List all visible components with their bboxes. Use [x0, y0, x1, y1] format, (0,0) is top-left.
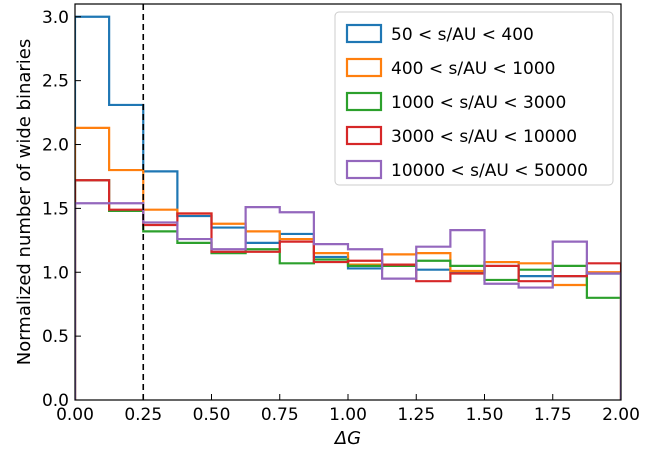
- legend-label: 10000 < s/AU < 50000: [391, 161, 588, 181]
- legend-label: 400 < s/AU < 1000: [391, 59, 555, 79]
- series-step-3: [75, 179, 621, 400]
- y-tick-label: 0.0: [42, 391, 69, 411]
- y-tick-label: 2.5: [42, 72, 69, 92]
- y-tick-label: 3.0: [42, 8, 69, 28]
- legend-frame: [334, 11, 614, 186]
- x-axis-ticks: 0.00 0.25 0.50 0.75 1.00 1.25 1.50 1.75 2.00: [56, 394, 640, 425]
- legend-label: 3000 < s/AU < 10000: [391, 127, 577, 147]
- x-tick-label: 2.00: [602, 405, 640, 425]
- y-axis-label: Normalized number of wide binaries: [14, 39, 35, 366]
- legend-swatch: [345, 91, 383, 112]
- x-tick-label: 0.75: [261, 405, 299, 425]
- x-tick-label: 1.50: [466, 405, 504, 425]
- x-tick-label: 1.00: [329, 405, 367, 425]
- legend-swatch: [345, 125, 383, 146]
- legend: 50 < s/AU < 400 400 < s/AU < 1000 1000 < s…: [334, 11, 614, 186]
- series-step-4: [75, 179, 621, 400]
- x-tick-label: 1.75: [534, 405, 572, 425]
- y-tick-label: 1.5: [42, 199, 69, 219]
- x-tick-label: 0.00: [56, 405, 94, 425]
- x-axis-label: ΔG: [333, 428, 361, 449]
- y-tick-label: 0.5: [42, 327, 69, 347]
- series-layer: [75, 15, 621, 400]
- y-tick-label: 1.0: [42, 263, 69, 283]
- legend-swatch: [345, 23, 383, 44]
- legend-label: 50 < s/AU < 400: [391, 25, 534, 45]
- legend-label: 1000 < s/AU < 3000: [391, 93, 566, 113]
- series-step-5: [75, 202, 621, 400]
- x-tick-label: 0.25: [124, 405, 162, 425]
- y-axis-ticks: 0.0 0.5 1.0 1.5 2.0 2.5 3.0: [42, 8, 81, 411]
- x-tick-label: 0.50: [193, 405, 231, 425]
- x-tick-label: 1.25: [397, 405, 435, 425]
- y-tick-label: 2.0: [42, 136, 69, 156]
- legend-swatch: [345, 57, 383, 78]
- legend-swatch: [345, 159, 383, 180]
